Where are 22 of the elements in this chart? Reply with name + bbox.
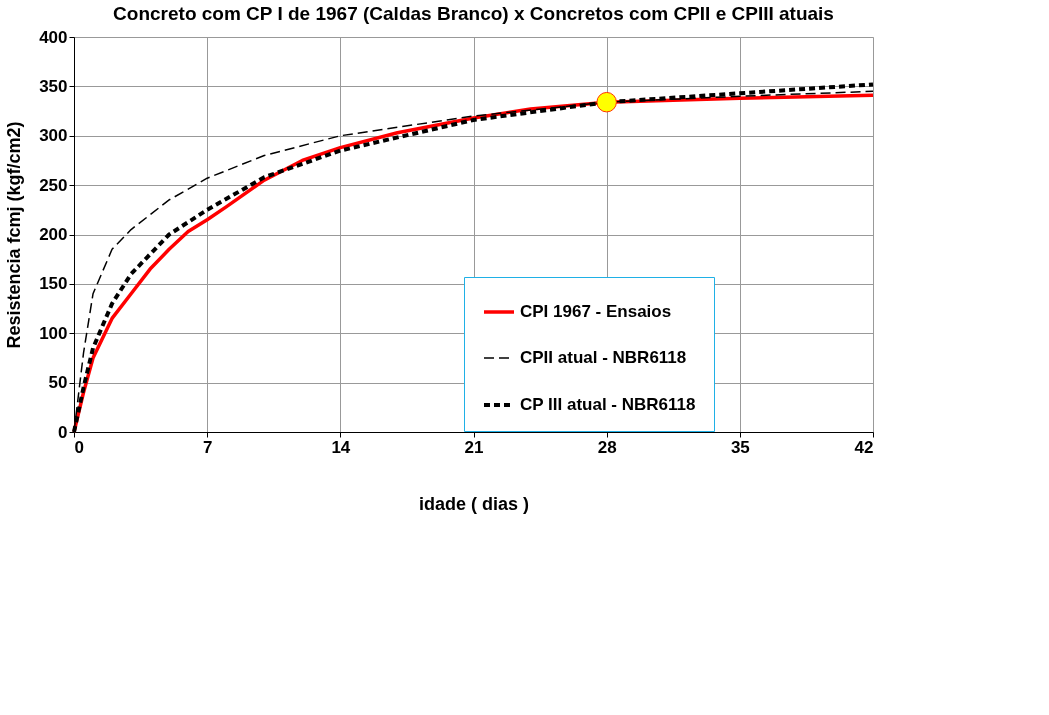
x-tick-label: 21 bbox=[464, 437, 484, 457]
x-tick-label: 35 bbox=[730, 437, 750, 457]
y-tick-label: 350 bbox=[39, 76, 68, 96]
x-tick-label: 7 bbox=[202, 437, 213, 457]
legend-label: CPII atual - NBR6118 bbox=[520, 348, 687, 367]
y-tick-label: 50 bbox=[48, 373, 68, 393]
legend-label: CPI 1967 - Ensaios bbox=[520, 302, 672, 321]
y-tick-label: 150 bbox=[39, 274, 68, 294]
y-tick-label: 200 bbox=[39, 225, 68, 244]
chart-title: Concreto com CP I de 1967 (Caldas Branco) x Concretos com CPII e CPIII atuais bbox=[113, 3, 834, 24]
y-tick-label: 300 bbox=[39, 126, 68, 146]
y-tick-label: 400 bbox=[39, 27, 68, 47]
x-tick-label: 42 bbox=[854, 437, 874, 457]
y-tick-label: 0 bbox=[58, 422, 68, 442]
y-tick-label: 250 bbox=[39, 175, 68, 195]
x-tick-label: 14 bbox=[331, 437, 351, 457]
y-axis-title: Resistencia fcmj (kgf/cm2) bbox=[4, 121, 25, 349]
y-tick-label: 100 bbox=[39, 323, 68, 343]
x-tick-label: 0 bbox=[74, 437, 84, 457]
legend-label: CP III atual - NBR6118 bbox=[520, 395, 696, 414]
x-axis-title: idade ( dias ) bbox=[418, 493, 530, 514]
x-tick-label: 28 bbox=[597, 437, 617, 457]
